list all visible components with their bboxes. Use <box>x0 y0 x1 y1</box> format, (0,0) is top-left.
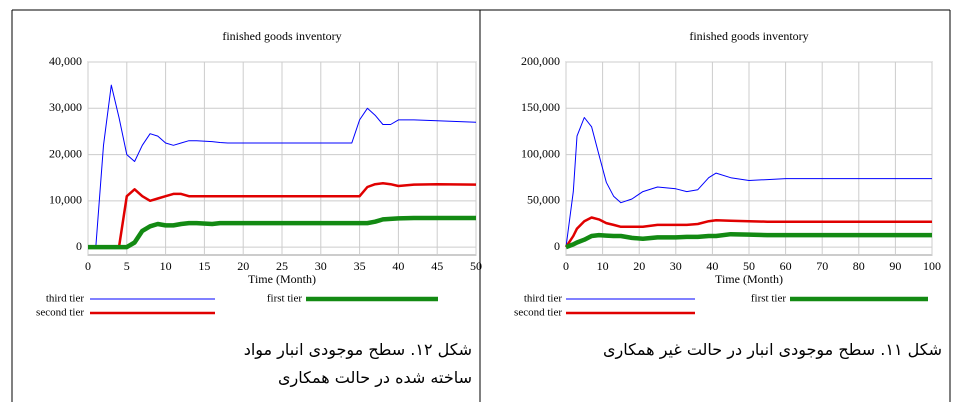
x-tick-label: 50 <box>470 259 482 273</box>
y-tick-label: 0 <box>76 239 82 253</box>
y-tick-label: 100,000 <box>521 146 560 160</box>
series-line <box>565 117 932 248</box>
legend-label: third tier <box>46 293 85 305</box>
x-tick-label: 0 <box>563 259 569 273</box>
x-tick-label: 100 <box>923 259 941 273</box>
x-tick-label: 70 <box>816 259 828 273</box>
y-tick-label: 200,000 <box>521 54 560 68</box>
x-tick-label: 25 <box>276 259 288 273</box>
series-line <box>88 215 476 250</box>
legend-label: third tier <box>524 293 563 305</box>
y-tick-label: 0 <box>554 239 560 253</box>
legend-label: second tier <box>36 307 84 319</box>
legend-label: first tier <box>267 293 302 305</box>
x-tick-label: 30 <box>315 259 327 273</box>
x-tick-label: 50 <box>743 259 755 273</box>
x-tick-label: 15 <box>198 259 210 273</box>
x-tick-label: 80 <box>853 259 865 273</box>
x-tick-label: 20 <box>633 259 645 273</box>
y-tick-label: 20,000 <box>49 146 82 160</box>
caption: شکل ۱۲. سطح موجودی انبار مواد ساخته شده … <box>243 340 472 387</box>
x-axis-label: Time (Month) <box>715 272 783 286</box>
x-axis-label: Time (Month) <box>248 272 316 286</box>
chart-title: finished goods inventory <box>222 29 341 43</box>
x-tick-label: 5 <box>124 259 130 273</box>
legend-label: second tier <box>514 307 562 319</box>
chart-title: finished goods inventory <box>689 29 808 43</box>
series-line <box>565 231 932 250</box>
legend-label: first tier <box>751 293 786 305</box>
series-line <box>564 216 932 248</box>
x-tick-label: 30 <box>670 259 682 273</box>
y-tick-label: 40,000 <box>49 54 82 68</box>
y-tick-label: 150,000 <box>521 100 560 114</box>
y-tick-label: 10,000 <box>49 193 82 207</box>
x-tick-label: 10 <box>597 259 609 273</box>
x-tick-label: 20 <box>237 259 249 273</box>
x-tick-label: 10 <box>160 259 172 273</box>
x-tick-label: 45 <box>431 259 443 273</box>
series-line <box>88 182 477 249</box>
y-tick-label: 30,000 <box>49 100 82 114</box>
x-tick-label: 40 <box>392 259 404 273</box>
series-line <box>88 84 477 248</box>
x-tick-label: 0 <box>85 259 91 273</box>
y-tick-label: 50,000 <box>527 193 560 207</box>
x-tick-label: 35 <box>354 259 366 273</box>
caption: شکل ۱۱. سطح موجودی انبار در حالت غیر همک… <box>602 340 942 359</box>
x-tick-label: 40 <box>706 259 718 273</box>
x-tick-label: 60 <box>780 259 792 273</box>
x-tick-label: 90 <box>889 259 901 273</box>
